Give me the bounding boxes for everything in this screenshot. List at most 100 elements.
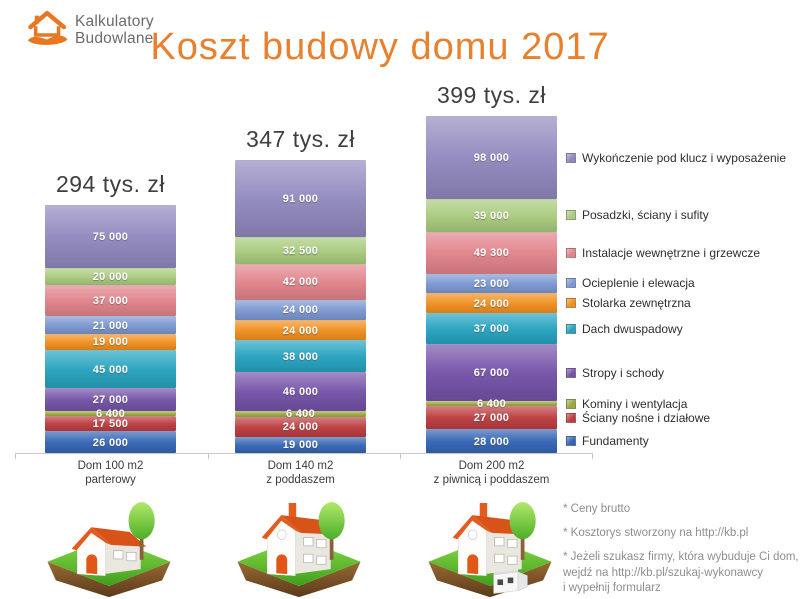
category-label: Dom 200 m2 z piwnicą i poddaszem <box>397 459 587 487</box>
legend-item-ściany-nośne-i-działowe: Ściany nośne i działowe <box>566 410 710 426</box>
legend-item-kominy-i-wentylacja: Kominy i wentylacja <box>566 396 687 412</box>
legend-label: Ściany nośne i działowe <box>582 410 711 425</box>
house-illustration-one-story <box>34 489 184 599</box>
footnote-prices: * Ceny brutto <box>563 503 631 515</box>
segment-value-label: 19 000 <box>92 336 129 349</box>
bar-segment-instalacje-wewnętrzne-i-grzewcze: 49 300 <box>426 231 557 274</box>
segment-value-label: 24 000 <box>282 324 319 337</box>
segment-value-label: 21 000 <box>92 319 129 332</box>
house-illustration-attic-basement <box>415 489 565 599</box>
segment-value-label: 46 000 <box>282 386 319 399</box>
legend-swatch <box>566 398 576 409</box>
category-label: Dom 100 m2 parterowy <box>16 459 206 487</box>
stacked-bar-dom-200-m2: 98 000 39 000 49 300 23 000 24 000 37 000 67 0… <box>426 116 557 453</box>
axis-tick <box>208 454 209 459</box>
legend-item-stropy-i-schody: Stropy i schody <box>566 365 664 381</box>
brand-name-line2: Budowlane <box>75 29 154 47</box>
bar-segment-instalacje-wewnętrzne-i-grzewcze: 42 000 <box>235 264 366 300</box>
legend-label: Instalacje wewnętrzne i grzewcze <box>582 245 761 260</box>
legend-label: Stropy i schody <box>582 365 665 380</box>
house-illustration-attic <box>224 489 374 599</box>
segment-value-label: 6 400 <box>95 408 126 421</box>
segment-value-label: 24 000 <box>282 421 319 434</box>
segment-value-label: 45 000 <box>92 363 129 376</box>
bar-segment-wykończenie-pod-klucz-i-wyposażenie: 91 000 <box>235 159 366 237</box>
brand-name: Kalkulatory Budowlane <box>75 14 154 46</box>
bar-segment-ściany-nośne-i-działowe: 24 000 <box>235 416 366 437</box>
legend-label: Wykończenie pod klucz i wyposażenie <box>582 150 786 165</box>
segment-value-label: 6 400 <box>285 408 316 421</box>
bar-segment-stropy-i-schody: 27 000 <box>45 388 176 411</box>
bar-segment-posadzki-ściany-i-sufity: 32 500 <box>235 236 366 265</box>
bar-segment-kominy-i-wentylacja: 6 400 <box>426 398 557 410</box>
segment-value-label: 19 000 <box>282 439 319 452</box>
segment-value-label: 23 000 <box>473 277 510 290</box>
segment-value-label: 42 000 <box>282 276 319 289</box>
legend-item-dach-dwuspadowy: Dach dwuspadowy <box>566 321 683 337</box>
bar-total-label: 399 tys. zł <box>436 82 547 109</box>
bar-segment-fundamenty: 19 000 <box>235 436 366 453</box>
legend-swatch <box>566 436 576 447</box>
bar-segment-stolarka-zewnętrzna: 19 000 <box>45 333 176 351</box>
legend-swatch <box>566 412 576 423</box>
bar-segment-instalacje-wewnętrzne-i-grzewcze: 37 000 <box>45 284 176 317</box>
axis-tick <box>15 454 16 459</box>
bar-segment-dach-dwuspadowy: 38 000 <box>235 340 366 373</box>
category-label-line2: z piwnicą i poddaszem <box>433 474 550 486</box>
legend-item-posadzki-ściany-i-sufity: Posadzki, ściany i sufity <box>566 207 709 223</box>
legend-item-stolarka-zewnętrzna: Stolarka zewnętrzna <box>566 295 691 311</box>
legend-item-fundamenty: Fundamenty <box>566 433 649 449</box>
house-in-hand-icon <box>26 7 70 54</box>
footnotes: * Ceny brutto * Kosztorys stworzony na h… <box>563 502 800 599</box>
footnote-find-company: * Jeżeli szukasz firmy, która wybuduje C… <box>563 551 799 594</box>
bar-segment-wykończenie-pod-klucz-i-wyposażenie: 98 000 <box>426 116 557 199</box>
bar-segment-ściany-nośne-i-działowe: 27 000 <box>426 406 557 430</box>
bar-segment-posadzki-ściany-i-sufity: 39 000 <box>426 198 557 232</box>
bar-segment-fundamenty: 28 000 <box>426 429 557 453</box>
segment-value-label: 20 000 <box>92 271 129 283</box>
legend-label: Stolarka zewnętrzna <box>582 296 691 311</box>
segment-value-label: 38 000 <box>282 350 319 363</box>
bar-segment-kominy-i-wentylacja: 6 400 <box>45 408 176 420</box>
segment-value-label: 27 000 <box>92 393 129 406</box>
segment-value-label: 75 000 <box>92 230 129 243</box>
segment-value-label: 17 500 <box>92 418 129 431</box>
segment-value-label: 67 000 <box>473 367 510 380</box>
segment-value-label: 27 000 <box>473 412 510 425</box>
axis-tick <box>400 454 401 459</box>
category-label-line2: parterowy <box>85 474 136 486</box>
legend-swatch <box>566 298 576 309</box>
segment-value-label: 37 000 <box>92 295 129 308</box>
bar-segment-dach-dwuspadowy: 37 000 <box>426 313 557 345</box>
legend-item-instalacje-wewnętrzne-i-grzewcze: Instalacje wewnętrzne i grzewcze <box>566 245 760 261</box>
bar-segment-ocieplenie-i-elewacja: 24 000 <box>235 299 366 320</box>
segment-value-label: 49 300 <box>473 247 510 260</box>
category-label-line1: Dom 140 m2 <box>267 460 334 472</box>
stacked-bar-dom-140-m2: 91 000 32 500 42 000 24 000 24 000 38 000 46 0… <box>235 159 366 453</box>
bar-segment-stolarka-zewnętrzna: 24 000 <box>235 319 366 341</box>
category-label-line1: Dom 100 m2 <box>77 460 144 472</box>
footnote-source: * Kosztorys stworzony na http://kb.pl <box>563 527 749 540</box>
legend-item-wykończenie-pod-klucz-i-wyposażenie: Wykończenie pod klucz i wyposażenie <box>566 150 786 166</box>
bar-total-label: 347 tys. zł <box>245 125 356 152</box>
brand-name-line1: Kalkulatory <box>75 13 154 31</box>
bar-total-label: 294 tys. zł <box>55 170 166 197</box>
legend-item-ocieplenie-i-elewacja: Ocieplenie i elewacja <box>566 275 695 291</box>
segment-value-label: 39 000 <box>473 209 510 222</box>
bar-segment-stropy-i-schody: 46 000 <box>235 372 366 412</box>
legend-label: Posadzki, ściany i sufity <box>582 208 709 223</box>
category-label-line1: Dom 200 m2 <box>458 460 525 472</box>
category-axis <box>15 453 593 459</box>
legend-swatch <box>566 210 576 221</box>
segment-value-label: 32 500 <box>282 245 319 257</box>
segment-value-label: 37 000 <box>473 323 510 336</box>
segment-value-label: 26 000 <box>92 436 129 449</box>
legend-swatch <box>566 367 576 378</box>
chart-title: Koszt budowy domu 2017 <box>150 26 610 68</box>
legend-swatch <box>566 323 576 334</box>
axis-tick <box>592 454 593 459</box>
bar-segment-posadzki-ściany-i-sufity: 20 000 <box>45 268 176 285</box>
legend-label: Dach dwuspadowy <box>582 321 683 336</box>
legend-swatch <box>566 278 576 289</box>
